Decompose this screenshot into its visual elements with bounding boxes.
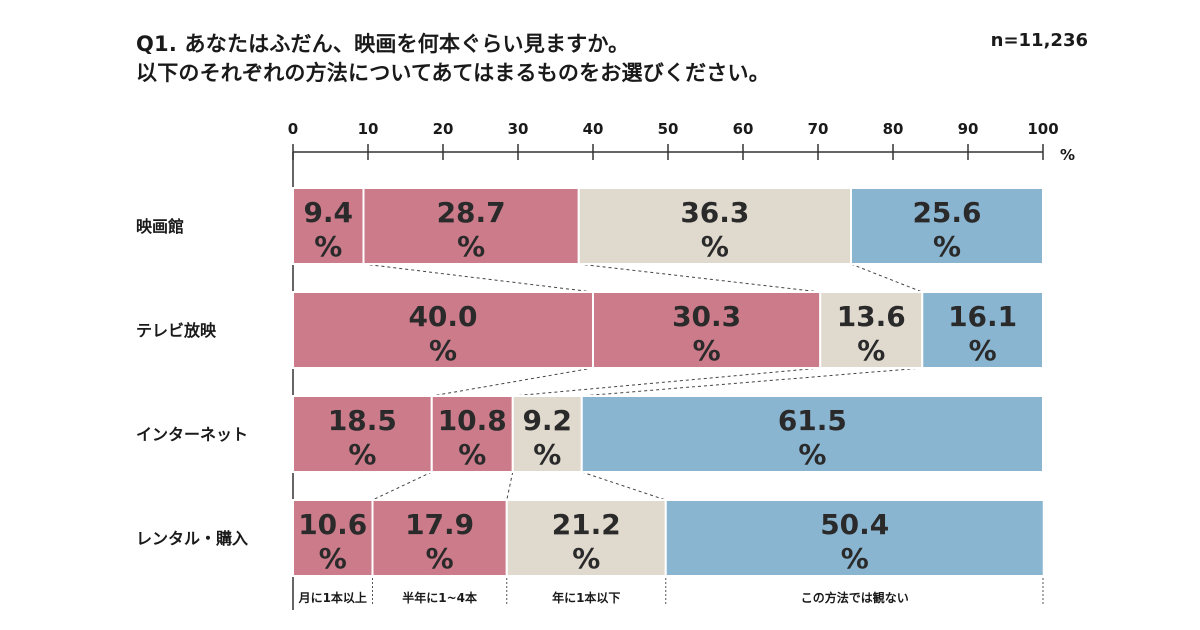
chart-title: Q1. あなたはふだん、映画を何本ぐらい見ますか。 以下のそれぞれの方法について…	[136, 30, 770, 88]
data-label: 10.6	[298, 508, 367, 541]
data-label: 21.2	[552, 508, 621, 541]
bar-segment	[580, 395, 1044, 473]
data-label-unit: %	[533, 438, 561, 471]
category-label: インターネット	[136, 425, 248, 444]
x-tick-label: 10	[358, 120, 379, 138]
data-label: 28.7	[437, 196, 506, 229]
bar-segment	[505, 499, 667, 577]
data-label: 16.1	[948, 300, 1017, 333]
data-label-unit: %	[857, 334, 885, 367]
data-label-unit: %	[969, 334, 997, 367]
data-label-unit: %	[572, 542, 600, 575]
data-label: 25.6	[912, 196, 981, 229]
data-label: 40.0	[408, 300, 477, 333]
data-label-unit: %	[701, 230, 729, 263]
x-tick-label: 20	[433, 120, 454, 138]
data-label-unit: %	[841, 542, 869, 575]
data-label-unit: %	[693, 334, 721, 367]
legend-label: 半年に1~4本	[402, 590, 477, 605]
data-label: 9.2	[522, 404, 572, 437]
legend-label: この方法では観ない	[801, 590, 909, 605]
x-tick-label: 100	[1027, 120, 1058, 138]
data-label-unit: %	[429, 334, 457, 367]
data-label: 61.5	[778, 404, 847, 437]
connector-line	[512, 367, 821, 397]
bar-segment	[819, 291, 924, 369]
category-label: 映画館	[136, 217, 184, 236]
x-tick-label: 60	[733, 120, 754, 138]
data-label: 36.3	[680, 196, 749, 229]
bar-segment	[292, 291, 594, 369]
x-tick-label: 50	[658, 120, 679, 138]
x-tick-label: 30	[508, 120, 529, 138]
bar-segment	[292, 499, 374, 577]
connector-line	[431, 367, 594, 397]
data-label: 10.8	[438, 404, 507, 437]
data-label: 50.4	[820, 508, 889, 541]
bar-segment	[362, 187, 580, 265]
connector-line	[581, 367, 923, 397]
x-tick-label: 40	[583, 120, 604, 138]
bar-segment	[511, 395, 583, 473]
chart-title-line-1: Q1. あなたはふだん、映画を何本ぐらい見ますか。	[136, 32, 630, 56]
connector-line	[506, 471, 514, 501]
data-label-unit: %	[314, 230, 342, 263]
data-label-unit: %	[933, 230, 961, 263]
data-label-unit: %	[458, 438, 486, 471]
bar-segment	[921, 291, 1044, 369]
connector-line	[581, 471, 666, 501]
data-label: 17.9	[405, 508, 474, 541]
data-label-unit: %	[798, 438, 826, 471]
bar-segment	[850, 187, 1044, 265]
chart-title-line-2: 以下のそれぞれの方法についてあてはまるものをお選びください。	[136, 61, 770, 85]
bar-segment	[292, 187, 365, 265]
connector-line	[363, 263, 594, 293]
data-label: 13.6	[837, 300, 906, 333]
x-tick-label: 0	[288, 120, 298, 138]
legend-label: 月に1本以上	[298, 590, 367, 605]
legend-label: 年に1本以下	[552, 590, 620, 605]
bar-segment	[577, 187, 852, 265]
x-tick-label: 90	[958, 120, 979, 138]
connector-line	[578, 263, 821, 293]
sample-size: n=11,236	[990, 30, 1088, 51]
data-label-unit: %	[319, 542, 347, 575]
bar-segment	[664, 499, 1045, 577]
data-label: 9.4	[303, 196, 353, 229]
x-axis-unit: %	[1060, 146, 1075, 164]
connector-line	[372, 471, 432, 501]
data-label: 18.5	[328, 404, 397, 437]
connector-line	[850, 263, 923, 293]
category-label: テレビ放映	[136, 321, 217, 340]
data-label-unit: %	[457, 230, 485, 263]
x-tick-label: 80	[883, 120, 904, 138]
category-label: レンタル・購入	[136, 529, 248, 548]
x-tick-label: 70	[808, 120, 829, 138]
bar-segment	[371, 499, 508, 577]
data-label-unit: %	[426, 542, 454, 575]
data-label-unit: %	[348, 438, 376, 471]
bar-segment	[292, 395, 433, 473]
data-label: 30.3	[672, 300, 741, 333]
